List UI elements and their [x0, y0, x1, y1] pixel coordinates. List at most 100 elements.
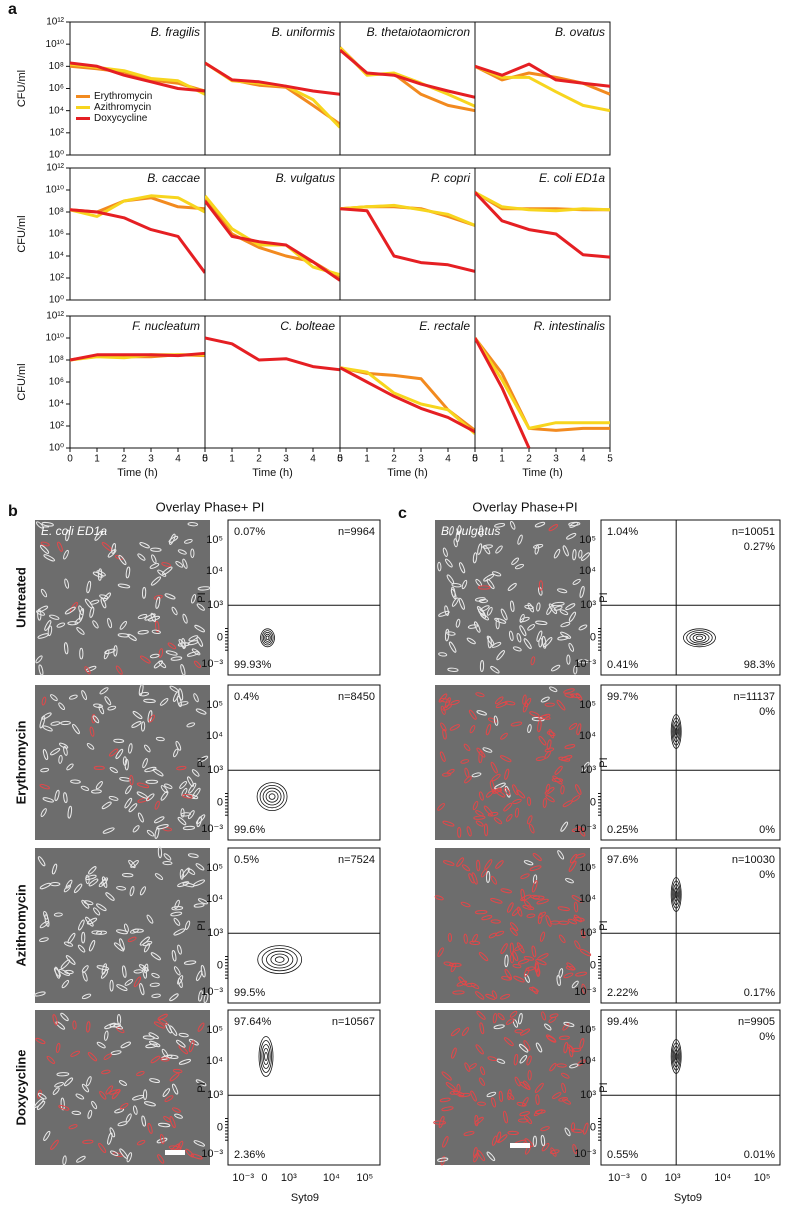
- series-line: [70, 61, 205, 93]
- cell: [494, 617, 507, 624]
- cell: [198, 990, 203, 1002]
- panel-title: Overlay Phase+ PI: [156, 499, 265, 514]
- cell: [58, 742, 69, 749]
- cell: [155, 596, 161, 609]
- cell: [109, 767, 118, 774]
- cell: [494, 523, 506, 528]
- cell: [41, 696, 47, 706]
- cell: [463, 743, 471, 752]
- cell: [177, 944, 182, 955]
- cell: [519, 1111, 531, 1117]
- plot-frame: [204, 21, 341, 156]
- cell: [82, 1139, 94, 1144]
- cell: [133, 976, 141, 988]
- cell: [520, 873, 530, 879]
- cell: [492, 787, 502, 794]
- cell: [177, 549, 187, 555]
- cell: [94, 530, 103, 541]
- cell: [507, 1092, 515, 1100]
- cell: [558, 934, 566, 944]
- cell: [131, 721, 142, 728]
- cell: [169, 993, 179, 1002]
- x-axis-label: Time (h): [387, 467, 428, 479]
- cell: [544, 702, 555, 707]
- y-tick-label: 0: [590, 960, 596, 972]
- cell: [91, 713, 96, 724]
- micrograph: [435, 1010, 590, 1165]
- cell: [41, 521, 54, 527]
- cell: [187, 522, 199, 527]
- cell: [483, 545, 491, 555]
- cell: [182, 825, 196, 831]
- cell: [184, 920, 191, 931]
- plot-frame: [69, 167, 206, 301]
- cell: [88, 939, 96, 952]
- cell: [530, 656, 536, 666]
- cell: [58, 1105, 70, 1111]
- y-tick-label: 10⁻³: [574, 658, 596, 670]
- cell: [119, 620, 128, 630]
- cell: [447, 932, 453, 943]
- cell: [490, 761, 498, 774]
- cell: [67, 621, 79, 626]
- cell: [124, 797, 133, 809]
- y-tick-label: 10⁴: [579, 565, 596, 577]
- chart-title: B. uniformis: [272, 25, 335, 39]
- cell: [57, 541, 63, 552]
- cell: [448, 962, 462, 968]
- quadrant-value: 0.27%: [744, 541, 775, 553]
- cell: [129, 774, 134, 786]
- cell: [193, 1140, 205, 1147]
- flow-plot-frame: [227, 519, 381, 676]
- cell: [186, 722, 196, 728]
- cell: [479, 1022, 485, 1035]
- cell: [554, 765, 563, 775]
- cell: [442, 704, 452, 711]
- x-tick-label: 10⁻³: [608, 1172, 630, 1184]
- event-count: n=8450: [338, 691, 375, 703]
- contour: [695, 635, 704, 640]
- cell: [472, 800, 479, 811]
- cell: [474, 597, 486, 602]
- cell: [532, 543, 544, 549]
- cell: [571, 827, 585, 833]
- cell: [460, 759, 470, 764]
- cell: [532, 852, 542, 861]
- y-tick-label: 10¹⁰: [46, 333, 64, 344]
- cell: [162, 566, 173, 575]
- cell: [575, 971, 588, 977]
- cell: [507, 902, 514, 913]
- cell: [568, 642, 575, 652]
- cell: [503, 787, 511, 796]
- cell: [171, 906, 184, 911]
- cell: [566, 962, 575, 971]
- cell: [68, 694, 78, 700]
- cell: [82, 971, 88, 982]
- cell: [566, 532, 577, 540]
- cell: [545, 1034, 556, 1042]
- y-tick-label: 10³: [580, 599, 596, 611]
- contour: [673, 887, 679, 902]
- cell: [132, 1105, 138, 1115]
- y-tick-label: 10⁴: [206, 565, 223, 577]
- series-line: [475, 337, 531, 449]
- cell: [480, 868, 488, 878]
- cell: [87, 1109, 93, 1119]
- cell: [148, 714, 156, 723]
- cell: [64, 578, 70, 589]
- cell: [193, 903, 205, 908]
- event-count: n=10051: [732, 526, 775, 538]
- contour: [674, 727, 678, 736]
- cell: [525, 1144, 532, 1155]
- cell: [74, 617, 83, 625]
- cell: [157, 569, 167, 577]
- cell: [64, 606, 76, 615]
- micrograph: [435, 685, 590, 840]
- cell: [152, 768, 164, 777]
- quadrant-value: 0.4%: [234, 691, 259, 703]
- cell: [491, 1097, 497, 1108]
- x-axis-label: Time (h): [522, 467, 563, 479]
- cell: [132, 710, 143, 720]
- cell: [445, 1082, 456, 1091]
- cell: [495, 618, 500, 630]
